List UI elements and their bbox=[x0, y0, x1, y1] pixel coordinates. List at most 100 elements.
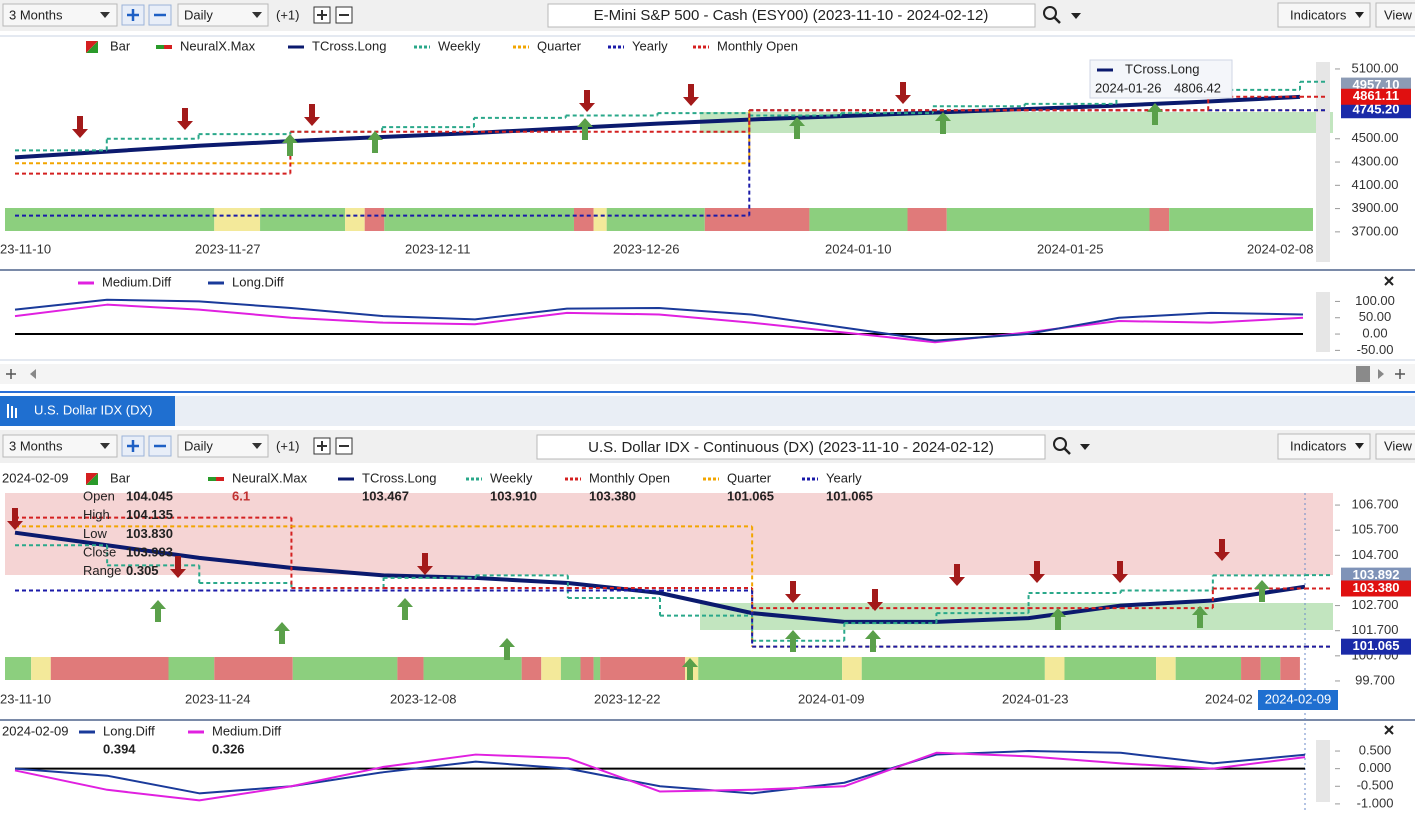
sell-arrow bbox=[895, 82, 911, 104]
legend-label: Yearly bbox=[826, 470, 862, 485]
search-icon[interactable] bbox=[1043, 6, 1057, 20]
y-tick-label: 100.00 bbox=[1355, 293, 1395, 308]
legend-label: TCross.Long bbox=[312, 38, 386, 53]
interval-text: Daily bbox=[184, 438, 213, 453]
legend-label: Quarter bbox=[537, 38, 582, 53]
scroll-left[interactable] bbox=[30, 369, 36, 379]
indicators-button[interactable] bbox=[1277, 433, 1371, 460]
price-label-box bbox=[1341, 567, 1411, 584]
legend-label: Bar bbox=[110, 470, 131, 485]
x-tick-label: 2023-11-24 bbox=[185, 691, 251, 706]
buy-arrow bbox=[785, 630, 801, 652]
y-tick-label: 3700.00 bbox=[1352, 223, 1399, 238]
plus-icon bbox=[317, 10, 327, 20]
scrollbar-track[interactable] bbox=[0, 364, 1415, 384]
buy-arrow bbox=[397, 598, 413, 620]
scroll-add[interactable] bbox=[1395, 369, 1405, 379]
range-text: 3 Months bbox=[9, 438, 63, 453]
range-select[interactable] bbox=[2, 434, 118, 458]
x-tick-label: 2024-01-25 bbox=[1037, 241, 1104, 256]
ohlc-value: 104.135 bbox=[126, 507, 173, 522]
close-icon[interactable] bbox=[1384, 725, 1394, 735]
dropdown-arrow bbox=[100, 443, 110, 449]
regime-segment bbox=[364, 208, 385, 231]
x-tick-label: 2023-12-08 bbox=[390, 691, 457, 706]
symbol-title: U.S. Dollar IDX - Continuous (DX) (2023-… bbox=[588, 439, 994, 456]
y-tick-label: 105.700 bbox=[1352, 522, 1399, 537]
indicator-line bbox=[14, 751, 1306, 802]
interval-select[interactable] bbox=[177, 434, 269, 458]
regime-segment bbox=[946, 208, 1150, 231]
regime-segment bbox=[345, 208, 365, 231]
toolbar-bottom: 3 Months Daily (+1) U.S. Dollar IDX - Co… bbox=[2, 433, 1415, 460]
toolbar-top: 3 Months Daily (+1) E-Mini S&P 500 - Cas… bbox=[2, 2, 1415, 28]
scroll-thumb[interactable] bbox=[1356, 366, 1370, 382]
buy-arrow bbox=[499, 638, 515, 660]
regime-segment bbox=[698, 657, 843, 680]
close-icon[interactable] bbox=[1384, 276, 1394, 286]
ohlc-value: 103.993 bbox=[126, 545, 173, 560]
ohlc-value: 103.830 bbox=[126, 526, 173, 541]
dropdown-arrow bbox=[1355, 443, 1364, 449]
legend-readout: 103.467 bbox=[362, 488, 409, 503]
price-label: 101.065 bbox=[1353, 638, 1400, 653]
view-button[interactable] bbox=[1375, 2, 1415, 28]
cursor-date-box bbox=[1258, 690, 1338, 710]
sell-arrow bbox=[949, 564, 965, 586]
sell-arrow bbox=[304, 104, 320, 126]
legend-label: NeuralX.Max bbox=[232, 470, 308, 485]
legend-label: Weekly bbox=[490, 470, 533, 485]
buy-arrow bbox=[577, 118, 593, 140]
regime-segment bbox=[1044, 657, 1065, 680]
price-scroll bbox=[1316, 740, 1330, 802]
legend-label: Quarter bbox=[727, 470, 772, 485]
scrollbar bbox=[0, 364, 1415, 384]
range-select[interactable] bbox=[2, 3, 118, 27]
tab[interactable] bbox=[0, 396, 175, 426]
regime-segment bbox=[521, 657, 542, 680]
buy-arrow bbox=[789, 117, 805, 139]
buy-arrow bbox=[1147, 103, 1163, 125]
tooltip bbox=[1089, 59, 1233, 99]
legend-readout: 103.910 bbox=[490, 488, 537, 503]
sell-arrow bbox=[417, 553, 433, 575]
x-tick-label: 2024-01-09 bbox=[798, 691, 865, 706]
x-tick-label: 2023-11-27 bbox=[195, 241, 261, 256]
offset-text: (+1) bbox=[276, 438, 299, 453]
y-tick-label: 106.700 bbox=[1352, 496, 1399, 511]
regime-segment bbox=[541, 657, 561, 680]
scroll-add[interactable] bbox=[6, 369, 16, 379]
search-icon[interactable] bbox=[1053, 437, 1067, 451]
symbol-box[interactable] bbox=[536, 434, 1046, 460]
regime-segment bbox=[1260, 657, 1281, 680]
regime-segment bbox=[1280, 657, 1300, 680]
ohlc-value: 0.305 bbox=[126, 563, 159, 578]
indicators-button[interactable] bbox=[1277, 2, 1371, 28]
regime-segment bbox=[1175, 657, 1242, 680]
plus-icon bbox=[127, 9, 139, 21]
price-label: 4861.11 bbox=[1353, 88, 1399, 103]
ohlc-label: Open bbox=[83, 488, 115, 503]
y-tick-label: 0.000 bbox=[1359, 760, 1392, 775]
regime-segment bbox=[168, 657, 215, 680]
sell-arrow bbox=[7, 508, 23, 530]
legend-readout: 101.065 bbox=[826, 488, 873, 503]
x-tick-label: 23-11-10 bbox=[0, 241, 51, 256]
regime-segment bbox=[861, 657, 1045, 680]
interval-select[interactable] bbox=[177, 3, 269, 27]
legend-readout: 6.1 bbox=[232, 488, 250, 503]
view-button[interactable] bbox=[1375, 433, 1415, 460]
legend-readout: 103.380 bbox=[589, 488, 636, 503]
scroll-right[interactable] bbox=[1378, 369, 1384, 379]
dropdown-arrow bbox=[1355, 12, 1364, 18]
buy-arrow bbox=[150, 600, 166, 622]
symbol-box[interactable] bbox=[547, 3, 1036, 28]
view-text: View bbox=[1384, 438, 1413, 453]
regime-segment bbox=[580, 657, 594, 680]
regime-segment bbox=[31, 657, 51, 680]
y-tick-label: 4100.00 bbox=[1352, 177, 1399, 192]
indicator-line bbox=[14, 303, 1304, 344]
trend-line bbox=[14, 530, 1306, 624]
tooltip-value: 4806.42 bbox=[1174, 80, 1221, 95]
